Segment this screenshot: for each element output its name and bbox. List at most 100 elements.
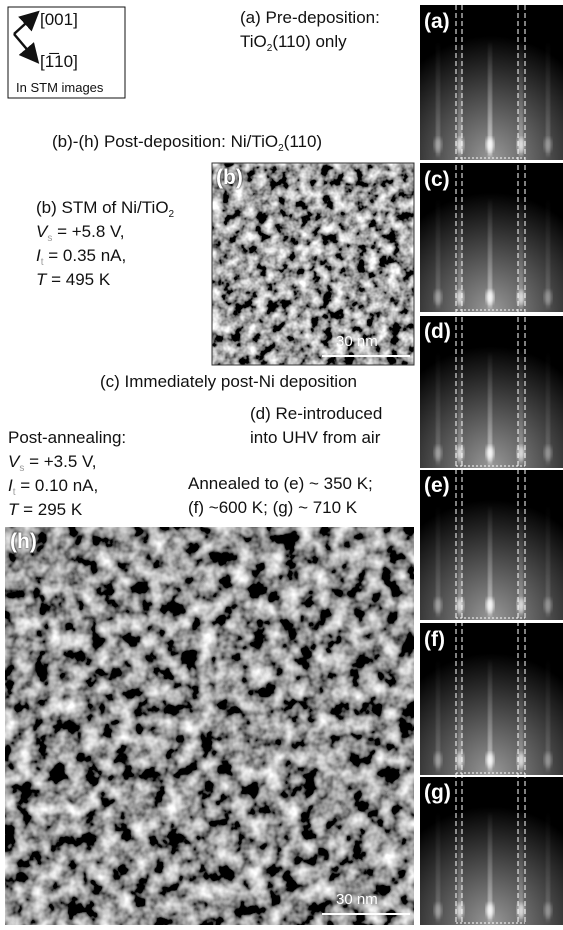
- caption: Post-annealing:: [8, 428, 127, 447]
- direction-label: [001]: [40, 10, 78, 29]
- subscript: t: [40, 257, 44, 268]
- caption: Annealed to (e) ~ 350 K;: [188, 474, 373, 493]
- panel-label: (h): [10, 530, 37, 553]
- rheed-streak: [436, 43, 440, 156]
- rheed-streak: [546, 200, 550, 308]
- symbol: I: [36, 246, 41, 265]
- rheed-spot: [456, 137, 464, 152]
- rheed-spot: [456, 445, 464, 460]
- rheed-streak: [458, 661, 462, 771]
- subscript: 2: [266, 43, 273, 54]
- rheed-streak: [488, 200, 492, 308]
- rheed-streak: [519, 200, 523, 308]
- rheed-spot: [434, 445, 442, 460]
- rheed-streak: [436, 814, 440, 921]
- subscript: 2: [278, 143, 284, 154]
- caption: T = 495 K: [36, 270, 110, 290]
- rheed-spot: [456, 598, 464, 612]
- panel-label: (g): [424, 781, 451, 804]
- caption: (b) STM of Ni/TiO2: [36, 198, 174, 225]
- panel-label: (c): [424, 168, 450, 191]
- rheed-spot: [434, 137, 442, 152]
- caption: (f) ~600 K; (g) ~ 710 K: [188, 498, 358, 517]
- panel-label: (d): [424, 320, 451, 343]
- rheed-spot: [517, 137, 525, 152]
- rheed-streak: [488, 661, 492, 771]
- scale-label: 30 nm: [336, 333, 378, 350]
- rheed-streak: [488, 814, 492, 921]
- rheed-streak: [519, 43, 523, 156]
- rheed-streak: [546, 661, 550, 771]
- image-border: [211, 162, 415, 366]
- rheed-spot: [434, 752, 442, 767]
- rheed-streak: [546, 507, 550, 616]
- subscript: 2: [168, 209, 175, 220]
- panel-label: (f): [424, 628, 445, 651]
- rheed-spot: [486, 290, 494, 305]
- rheed-spot: [517, 903, 525, 918]
- caption: TiO2(110) only: [240, 32, 347, 59]
- rheed-spot: [544, 903, 552, 918]
- rheed-spot: [544, 290, 552, 305]
- panel-label: (b): [216, 166, 243, 189]
- text: = 295 K: [23, 500, 83, 519]
- rheed-spot: [434, 598, 442, 612]
- caption: (d) Re-introduced: [250, 404, 383, 423]
- subscript: s: [47, 233, 53, 244]
- rheed-streak: [436, 354, 440, 464]
- rheed-streak: [458, 200, 462, 308]
- rheed-spot: [434, 290, 442, 305]
- legend-caption: In STM images: [16, 80, 104, 95]
- stm-image: [212, 163, 414, 365]
- direction-label: [1̅10]: [40, 52, 78, 71]
- symbol: T: [36, 270, 47, 289]
- caption: Vs = +5.8 V,: [36, 222, 125, 249]
- rheed-streak: [458, 507, 462, 616]
- rheed-spot: [486, 598, 494, 612]
- text: (b)-(h) Post-deposition: Ni/TiO: [52, 132, 279, 151]
- rheed-streak: [546, 814, 550, 921]
- rheed-spot: [456, 290, 464, 305]
- panel-label: (a): [424, 10, 450, 33]
- rheed-spot: [517, 752, 525, 767]
- subscript: t: [12, 487, 16, 498]
- caption: T = 295 K: [8, 500, 82, 520]
- rheed-streak: [519, 814, 523, 921]
- rheed-streak: [488, 507, 492, 616]
- rheed-streak: [488, 43, 492, 156]
- rheed-streak: [436, 200, 440, 308]
- rheed-spot: [486, 903, 494, 918]
- rheed-spot: [544, 445, 552, 460]
- rheed-streak: [458, 354, 462, 464]
- arrow: [13, 33, 40, 64]
- rheed-streak: [519, 507, 523, 616]
- text: = +3.5 V,: [29, 452, 97, 471]
- rheed-spot: [486, 445, 494, 460]
- subscript: s: [19, 463, 25, 474]
- caption: It = 0.35 nA,: [36, 246, 126, 273]
- symbol: T: [8, 500, 19, 519]
- panel-label: (e): [424, 474, 450, 497]
- caption: (a) Pre-deposition:: [240, 8, 380, 27]
- text: = +5.8 V,: [57, 222, 125, 241]
- rheed-streak: [546, 354, 550, 464]
- rheed-spot: [544, 137, 552, 152]
- caption: into UHV from air: [250, 428, 381, 447]
- text: (110): [283, 132, 323, 151]
- rheed-streak: [546, 43, 550, 156]
- caption: (c) Immediately post-Ni deposition: [100, 372, 357, 391]
- symbol: V: [36, 222, 48, 241]
- rheed-spot: [456, 903, 464, 918]
- text: TiO: [240, 32, 267, 51]
- arrow: [13, 10, 40, 35]
- rheed-spot: [544, 752, 552, 767]
- rheed-spot: [517, 290, 525, 305]
- caption: It = 0.10 nA,: [8, 476, 98, 503]
- text: = 495 K: [51, 270, 111, 289]
- caption: (b)-(h) Post-deposition: Ni/TiO2(110): [52, 132, 322, 159]
- rheed-spot: [517, 598, 525, 612]
- rheed-streak: [458, 814, 462, 921]
- text: = 0.10 nA,: [20, 476, 99, 495]
- rheed-streak: [519, 661, 523, 771]
